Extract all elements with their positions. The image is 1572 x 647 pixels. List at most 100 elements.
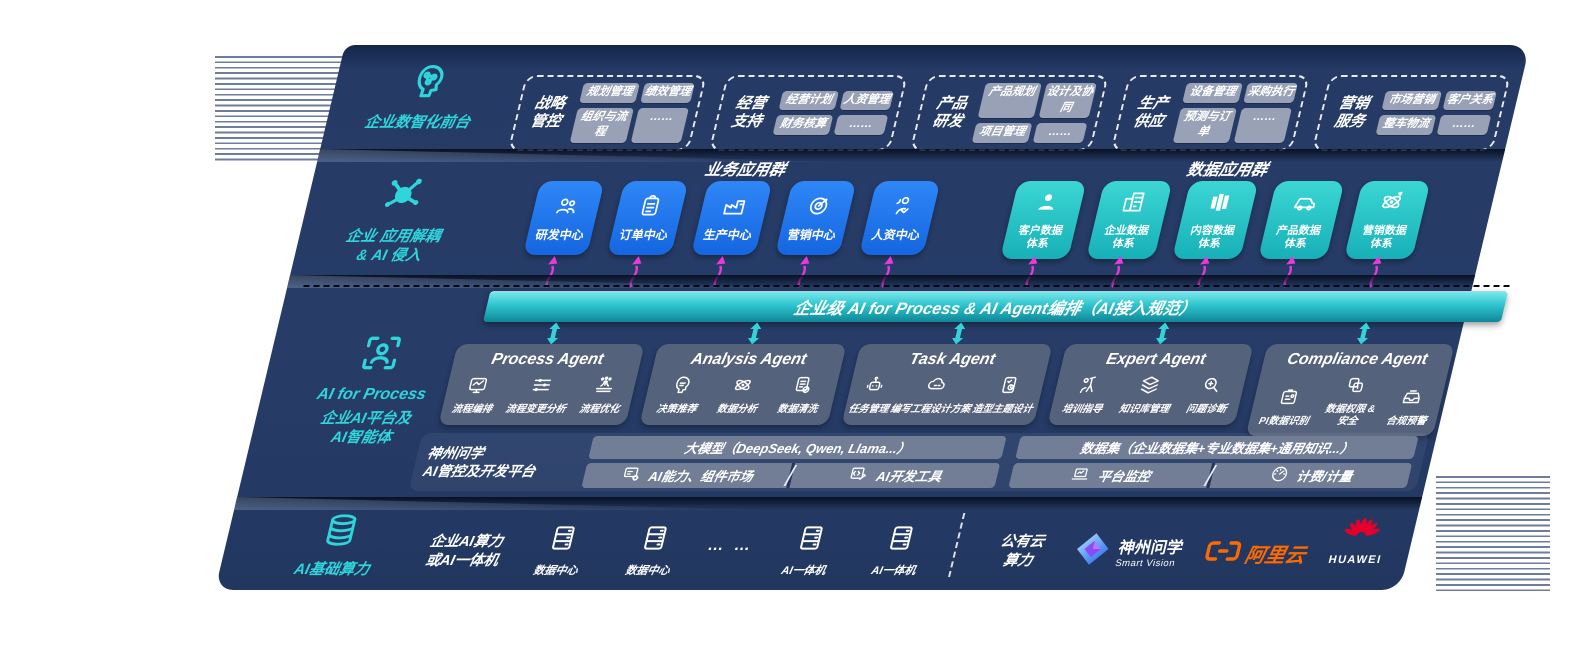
cloud-design-icon [922, 374, 950, 401]
datacenter-node: 数据中心 [610, 523, 695, 578]
ai-appliance-node: AI一体机 [856, 523, 941, 578]
brain-circuit-icon [400, 61, 453, 108]
tag: 采购执行 [1243, 83, 1298, 103]
tile-label: 营销中心 [785, 228, 838, 243]
tag: …… [1436, 115, 1492, 135]
tile-marketing-center: 营销中心 [774, 181, 857, 255]
tile-rnd-center: 研发中心 [522, 181, 605, 255]
separation-dashed-line [303, 285, 1510, 287]
link-arrow [629, 256, 642, 288]
tile-content-data: 内容数据 体系 [1171, 181, 1259, 259]
server-icon [544, 523, 582, 558]
marketing-target-icon [801, 193, 834, 224]
tag: …… [833, 115, 889, 135]
agent-item-label: 培训指导 [1060, 404, 1104, 415]
tile-enterprise-data: 企业数据 体系 [1085, 181, 1173, 259]
agent-item-label: 造型主题设计 [971, 404, 1034, 415]
cell-label: AI能力、组件市场 [646, 469, 755, 484]
double-arrow-icon [952, 322, 966, 345]
group-operation: 经营 支持 经营计划 人资管理 财务核算 …… [708, 75, 908, 151]
data-atom-icon [728, 374, 756, 401]
agent-title: Process Agent [489, 351, 606, 368]
knowledge-layers-icon [1135, 374, 1163, 401]
agent-expert: Expert Agent 培训指导 知识库管理 问题诊断 [1044, 322, 1258, 436]
pi-id-card-icon [1275, 386, 1303, 413]
link-arrow [797, 256, 810, 288]
tag: …… [1032, 123, 1088, 143]
tile-customer-data: 客户数据 体系 [999, 181, 1087, 259]
link-arrow [881, 256, 894, 288]
server-icon [636, 523, 674, 558]
agent-title: Analysis Agent [689, 351, 809, 368]
group-title: 生产 供应 [1131, 94, 1171, 130]
platform-label: 神州问学 AI管控及开发平台 [421, 444, 538, 479]
agent-item-label: 问题诊断 [1184, 404, 1228, 415]
huawei-flower-icon [1338, 517, 1384, 552]
tag: 规划管理 [579, 83, 640, 103]
tag: 整车物流 [1375, 115, 1437, 135]
agent-compliance: Compliance Agent PI数据识别 数据权限 & 安全 合规预 [1245, 322, 1459, 436]
huawei-logo: HUAWEI [1319, 517, 1401, 566]
tag: 绩效管理 [640, 83, 695, 103]
layer2-label-text: 企业 应用解耦 & AI 侵入 [344, 228, 443, 264]
platform-monitor-cell: 平台监控 [1008, 463, 1212, 488]
product-car-icon [1288, 189, 1321, 220]
metering-cell: 计费/计量 [1209, 463, 1413, 488]
agent-item-label: 数据权限 & 安全 [1323, 404, 1377, 427]
tag: 组织与流程 [569, 107, 635, 143]
model-column: 大模型（DeepSeek, Qwen, Llama...） AI能力、组件市场 … [581, 436, 1008, 488]
tile-order-center: 订单中心 [606, 181, 689, 255]
group-strategy: 战略 管控 规划管理 绩效管理 组织与流程 …… [507, 75, 707, 151]
group-product: 产品 研发 产品规划 设计及协同 项目管理 …… [909, 75, 1109, 151]
agent-item-label: 数据清洗 [775, 404, 819, 415]
tile-production-center: 生产中心 [690, 181, 773, 255]
theme-design-icon [994, 374, 1022, 401]
alibaba-bracket-icon [1202, 540, 1242, 567]
group-title: 营销 服务 [1332, 94, 1372, 130]
marketing-atom-icon [1374, 189, 1407, 220]
team-icon [549, 193, 582, 224]
dataset-bar: 数据集（企业数据集+专业数据集+通用知识...） [1015, 436, 1419, 459]
front-office-groups: 战略 管控 规划管理 绩效管理 组织与流程 …… 经营 支持 经营计划 人资管理… [507, 75, 1511, 151]
ai-orchestration-banner: 企业级 AI for Process & AI Agent编排（AI接入规范） [482, 291, 1509, 322]
tag: 产品规划 [977, 83, 1042, 119]
agent-task: Task Agent 任务管理 编写工程设计方案 造型主题设计 [838, 322, 1057, 436]
data-app-tiles: 客户数据 体系 企业数据 体系 内容数据 体系 产品数据 体系 营销数据 体系 [999, 181, 1431, 259]
tag: 预测与订单 [1172, 107, 1238, 143]
tile-label: 企业数据 体系 [1103, 225, 1150, 250]
vertical-dashed-divider [948, 513, 966, 577]
group-title: 战略 管控 [528, 94, 568, 130]
band-divider [234, 497, 1423, 510]
data-permission-icon [1341, 374, 1369, 401]
tile-label: 人资中心 [869, 228, 922, 243]
data-clean-doc-icon [788, 374, 816, 401]
tag: …… [630, 107, 690, 143]
group-title: 产品 研发 [930, 94, 970, 130]
architecture-stage: 企业数智化前台 战略 管控 规划管理 绩效管理 组织与流程 …… 经营 支持 经… [214, 45, 1530, 590]
ai-scan-person-icon [353, 331, 409, 380]
layer1-label-text: 企业数智化前台 [362, 114, 473, 131]
double-arrow-icon [748, 322, 762, 345]
smart-vision-logo: 神州问学 Smart Vision [1069, 531, 1187, 572]
agent-item-label: 任务管理 [847, 404, 890, 415]
tag: …… [1233, 107, 1293, 143]
flow-change-icon [527, 374, 555, 401]
tag: 项目管理 [971, 123, 1033, 143]
enterprise-building-icon [1116, 189, 1149, 220]
tile-label: 客户数据 体系 [1017, 225, 1064, 250]
tag: 人资管理 [839, 90, 895, 111]
task-robot-icon [860, 374, 888, 401]
tile-label: 营销数据 体系 [1361, 225, 1408, 250]
tile-hr-center: 人资中心 [858, 181, 941, 255]
dev-tools-icon [846, 464, 871, 487]
decor-stripes-bottom-right [1436, 476, 1550, 594]
dataset-column: 数据集（企业数据集+专业数据集+通用知识...） 平台监控 计费/计量 [1008, 436, 1419, 488]
customer-user-icon [1030, 189, 1063, 220]
group-marketing: 营销 服务 市场营销 客户关系 整车物流 …… [1311, 75, 1511, 151]
layer4-label-text: AI基础算力 [292, 561, 372, 578]
training-icon [1073, 374, 1101, 401]
ellipsis-nodes: … … [705, 537, 756, 554]
cell-label: 计费/计量 [1294, 469, 1355, 484]
layer2-label: 企业 应用解耦 & AI 侵入 [308, 171, 487, 266]
server-icon [882, 523, 920, 558]
